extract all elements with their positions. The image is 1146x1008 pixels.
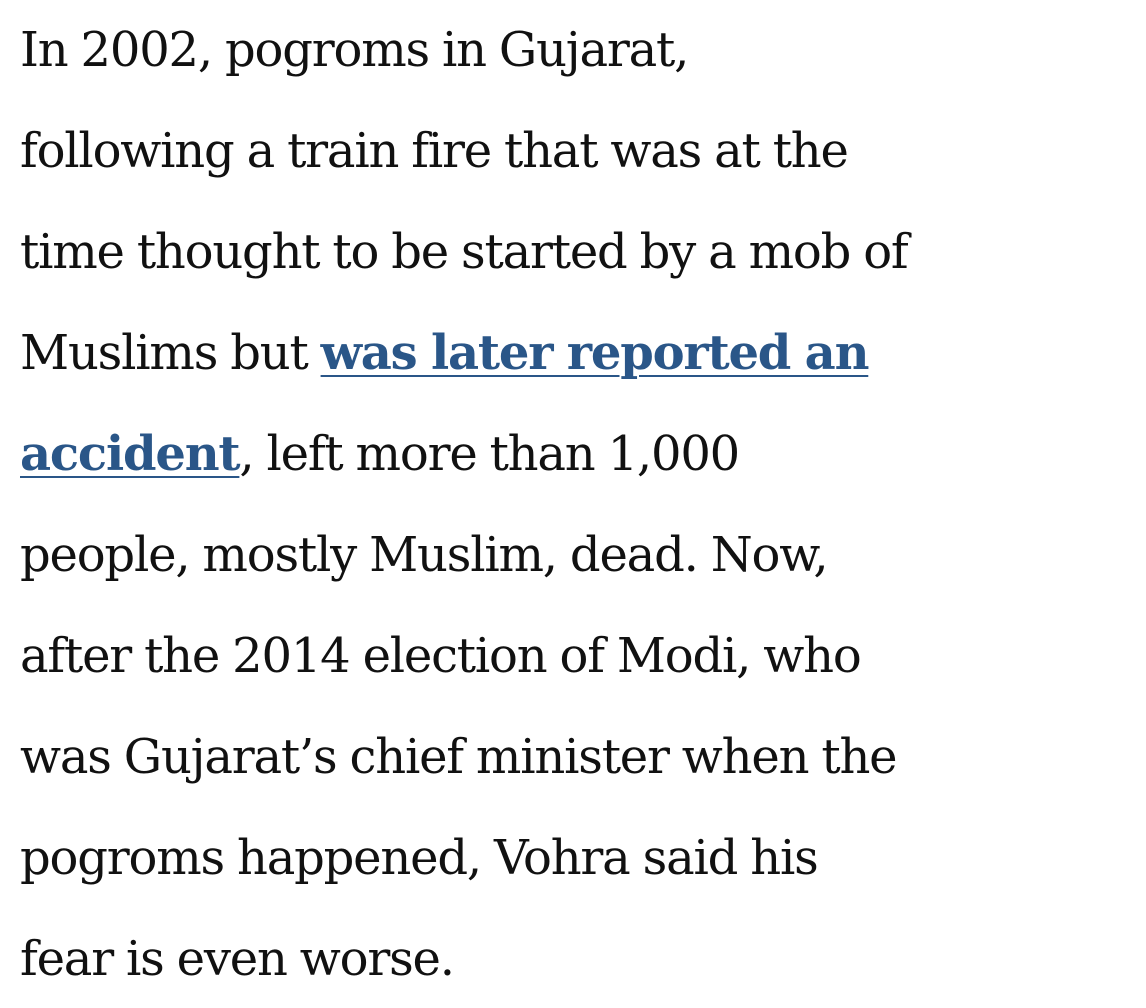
paragraph-line: after the 2014 election of Modi, who: [20, 628, 862, 684]
paragraph-text: Muslims but: [20, 325, 321, 381]
paragraph-line: people, mostly Muslim, dead. Now,: [20, 527, 829, 583]
paragraph-line: pogroms happened, Vohra said his: [20, 830, 819, 886]
paragraph-line: time thought to be started by a mob of: [20, 224, 909, 280]
paragraph-line: fear is even worse.: [20, 931, 455, 987]
paragraph-text: , left more than 1,000: [239, 426, 740, 482]
paragraph-line: Muslims but was later reported an: [20, 303, 1140, 404]
paragraph-line: accident, left more than 1,000: [20, 404, 1140, 505]
article-link[interactable]: was later reported an: [320, 325, 870, 381]
paragraph-line: was Gujarat’s chief minister when the: [20, 729, 898, 785]
paragraph-line: In 2002, pogroms in Gujarat,: [20, 22, 689, 78]
article-link[interactable]: accident: [20, 426, 241, 482]
paragraph-line: following a train fire that was at the: [20, 123, 849, 179]
article-paragraph: In 2002, pogroms in Gujarat, following a…: [20, 0, 1140, 1008]
